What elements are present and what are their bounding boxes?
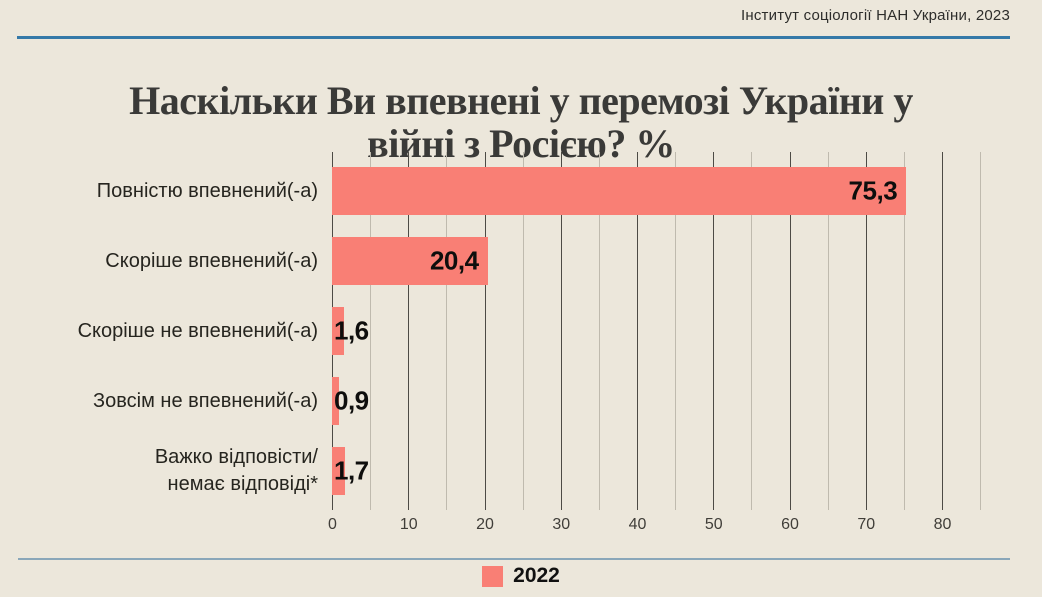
gridline — [675, 152, 677, 510]
x-tick-label: 70 — [857, 516, 876, 533]
plot-area: 0 10 20 30 40 50 60 70 80 75,3 20,4 1,6 0,9 1,7 — [328, 152, 988, 533]
category-labels: Повністю впевнений(-а) Скоріше впевнений(… — [0, 152, 318, 504]
bar: 20,4 — [332, 237, 488, 285]
gridline — [522, 152, 524, 510]
x-tick-label: 50 — [704, 516, 723, 533]
value-label: 20,4 — [429, 245, 479, 276]
category-label: Важко відповісти/ немає відповіді* — [154, 446, 318, 495]
bar: 75,3 — [332, 167, 907, 215]
value-label: 75,3 — [848, 175, 898, 206]
x-tick-label: 0 — [328, 516, 337, 533]
legend-swatch-2022 — [482, 565, 504, 587]
gridline — [980, 152, 982, 510]
x-tick-label: 30 — [552, 516, 571, 533]
bar: 0,9 — [332, 377, 369, 425]
x-tick-label: 20 — [476, 516, 494, 533]
category-label: Скоріше впевнений(-а) — [105, 249, 318, 272]
x-tick-label: 60 — [781, 516, 799, 533]
x-tick-label: 10 — [399, 516, 418, 533]
x-tick-label: 80 — [933, 516, 952, 533]
chart-title-line1: Наскільки Ви впевнені у перемозі України… — [129, 77, 913, 123]
legend: 2022 — [0, 564, 1042, 588]
gridline — [484, 152, 486, 510]
gridline — [827, 152, 829, 510]
category-label: Зовсім не впевнений(-а) — [93, 389, 318, 412]
gridline — [903, 152, 905, 510]
gridline — [713, 152, 715, 510]
source-attribution: Інститут соціології НАН України, 2023 — [741, 7, 1010, 24]
gridline — [789, 152, 791, 510]
chart-title: Наскільки Ви впевнені у перемозі України… — [0, 77, 1042, 166]
chart-title-line2: війні з Росією? % — [367, 120, 675, 166]
value-label: 1,7 — [334, 455, 369, 486]
gridline — [598, 152, 600, 510]
value-label: 0,9 — [334, 385, 369, 416]
top-divider-rule — [17, 36, 1010, 39]
gridline — [408, 152, 410, 510]
category-label: Повністю впевнений(-а) — [96, 179, 318, 202]
gridline — [370, 152, 372, 510]
gridline — [751, 152, 753, 510]
gridline — [446, 152, 448, 510]
value-label: 1,6 — [334, 315, 369, 346]
bar: 1,7 — [332, 447, 369, 495]
gridline — [942, 152, 943, 510]
x-tick-label: 40 — [628, 516, 647, 533]
legend-label: 2022 — [513, 564, 560, 587]
category-label: Скоріше не впевнений(-а) — [77, 319, 318, 342]
gridline — [560, 152, 562, 510]
bar: 1,6 — [332, 307, 369, 355]
bottom-divider-rule — [18, 558, 1010, 560]
gridline — [637, 152, 638, 510]
bar-chart: Повністю впевнений(-а) Скоріше впевнений(… — [0, 152, 1042, 536]
gridline — [865, 152, 867, 510]
